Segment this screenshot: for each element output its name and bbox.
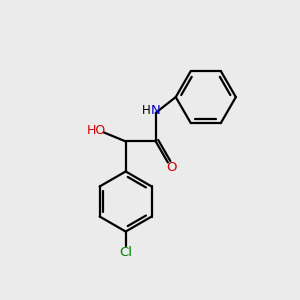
Text: HO: HO: [87, 124, 106, 137]
Text: O: O: [166, 161, 177, 174]
Text: H: H: [142, 104, 151, 117]
Text: N: N: [150, 104, 160, 117]
Text: Cl: Cl: [119, 246, 132, 259]
